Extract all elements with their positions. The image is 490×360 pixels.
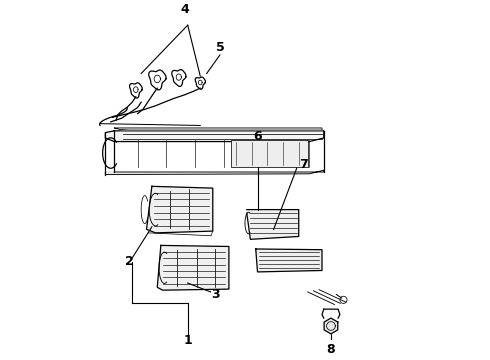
Text: 1: 1 (183, 334, 192, 347)
Polygon shape (256, 249, 322, 272)
Text: 6: 6 (253, 130, 262, 143)
Polygon shape (147, 186, 213, 233)
Polygon shape (114, 128, 322, 130)
Text: 5: 5 (216, 41, 224, 54)
Polygon shape (157, 246, 229, 290)
Polygon shape (105, 170, 324, 175)
Text: 8: 8 (327, 343, 335, 356)
Text: 2: 2 (125, 255, 134, 268)
Text: 7: 7 (299, 158, 307, 171)
Polygon shape (324, 318, 338, 334)
Text: 3: 3 (211, 288, 220, 301)
Polygon shape (105, 131, 324, 141)
Polygon shape (247, 210, 299, 239)
Text: 4: 4 (180, 3, 189, 16)
Bar (231, 140, 308, 167)
